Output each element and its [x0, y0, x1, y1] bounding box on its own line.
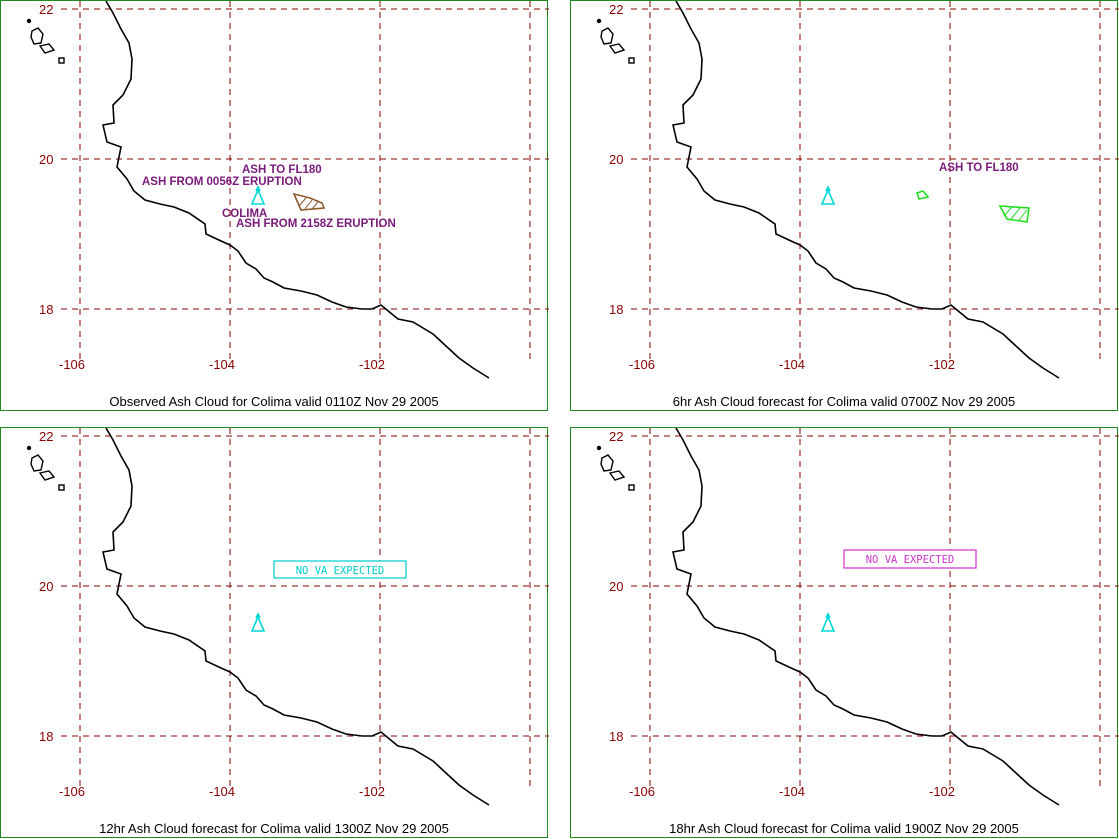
- label-ash-from-0056z: ASH FROM 0056Z ERUPTION: [142, 176, 302, 188]
- caption: 18hr Ash Cloud forecast for Colima valid…: [669, 821, 1019, 836]
- ash-cloud-small: [915, 190, 930, 200]
- label-ash-from-2158z: ASH FROM 2158Z ERUPTION: [236, 218, 396, 230]
- caption: Observed Ash Cloud for Colima valid 0110…: [109, 394, 439, 409]
- map-panel-observed: 22 20 18 -106 -104 -102 ASH TO FL180 ASH…: [0, 0, 549, 411]
- lon-tick-106: -106: [629, 357, 655, 372]
- map-6hr: 22 20 18 -106 -104 -102 ASH TO FL180: [596, 1, 1119, 379]
- coastline: [102, 1, 490, 379]
- notice-no-va-expected: NO VA EXPECTED: [866, 554, 955, 566]
- notice-box: [843, 549, 977, 569]
- label-volcano-name: COLIMA: [222, 208, 267, 220]
- lon-tick-102: -102: [359, 357, 385, 372]
- lat-tick-18: 18: [39, 302, 53, 317]
- volcano-icon: [820, 185, 836, 205]
- volcano-icon: [250, 185, 266, 205]
- lon-tick-106: -106: [629, 784, 655, 799]
- lon-tick-104: -104: [779, 784, 805, 799]
- lat-tick-22: 22: [39, 429, 53, 444]
- graticule: [631, 428, 1119, 788]
- islands: [596, 18, 635, 64]
- map-18hr: 22 20 18 -106 -104 -102 NO VA EXPECTED: [596, 428, 1119, 806]
- label-ash-to-fl180: ASH TO FL180: [242, 164, 322, 176]
- lat-tick-18: 18: [609, 729, 623, 744]
- lon-tick-104: -104: [209, 357, 235, 372]
- lat-tick-18: 18: [39, 729, 53, 744]
- graticule: [61, 428, 549, 788]
- lon-tick-102: -102: [929, 784, 955, 799]
- map-observed: 22 20 18 -106 -104 -102 ASH TO FL180 ASH…: [26, 1, 549, 379]
- ash-cloud-2158z: [292, 192, 326, 211]
- label-ash-to-fl180: ASH TO FL180: [939, 162, 1019, 174]
- notice-box: [273, 560, 407, 579]
- islands: [596, 445, 635, 491]
- lat-tick-20: 20: [39, 152, 53, 167]
- graticule: [61, 1, 549, 361]
- coastline: [102, 428, 490, 806]
- islands: [26, 445, 65, 491]
- volcano-icon: [820, 612, 836, 632]
- lon-tick-106: -106: [59, 784, 85, 799]
- ash-cloud-hatching: [1003, 206, 1028, 221]
- caption: 12hr Ash Cloud forecast for Colima valid…: [99, 821, 449, 836]
- ash-cloud-hatching: [298, 197, 319, 210]
- lat-tick-22: 22: [609, 429, 623, 444]
- islands: [26, 18, 65, 64]
- lat-tick-22: 22: [609, 2, 623, 17]
- lon-tick-106: -106: [59, 357, 85, 372]
- graticule: [631, 1, 1119, 361]
- volcano-icon: [250, 612, 266, 632]
- lat-tick-18: 18: [609, 302, 623, 317]
- notice-no-va-expected: NO VA EXPECTED: [296, 565, 385, 577]
- lon-tick-104: -104: [209, 784, 235, 799]
- map-panel-12hr: 22 20 18 -106 -104 -102 NO VA EXPECTED 1…: [0, 427, 549, 838]
- lat-tick-20: 20: [609, 579, 623, 594]
- lon-tick-102: -102: [359, 784, 385, 799]
- lat-tick-20: 20: [39, 579, 53, 594]
- map-panel-18hr: 22 20 18 -106 -104 -102 NO VA EXPECTED 1…: [570, 427, 1119, 838]
- coastline: [672, 1, 1060, 379]
- map-12hr: 22 20 18 -106 -104 -102 NO VA EXPECTED: [26, 428, 549, 806]
- lon-tick-102: -102: [929, 357, 955, 372]
- lon-tick-104: -104: [779, 357, 805, 372]
- caption: 6hr Ash Cloud forecast for Colima valid …: [672, 394, 1016, 409]
- map-panel-6hr: 22 20 18 -106 -104 -102 ASH TO FL180 6hr…: [570, 0, 1119, 411]
- lat-tick-20: 20: [609, 152, 623, 167]
- lat-tick-22: 22: [39, 2, 53, 17]
- coastline: [672, 428, 1060, 806]
